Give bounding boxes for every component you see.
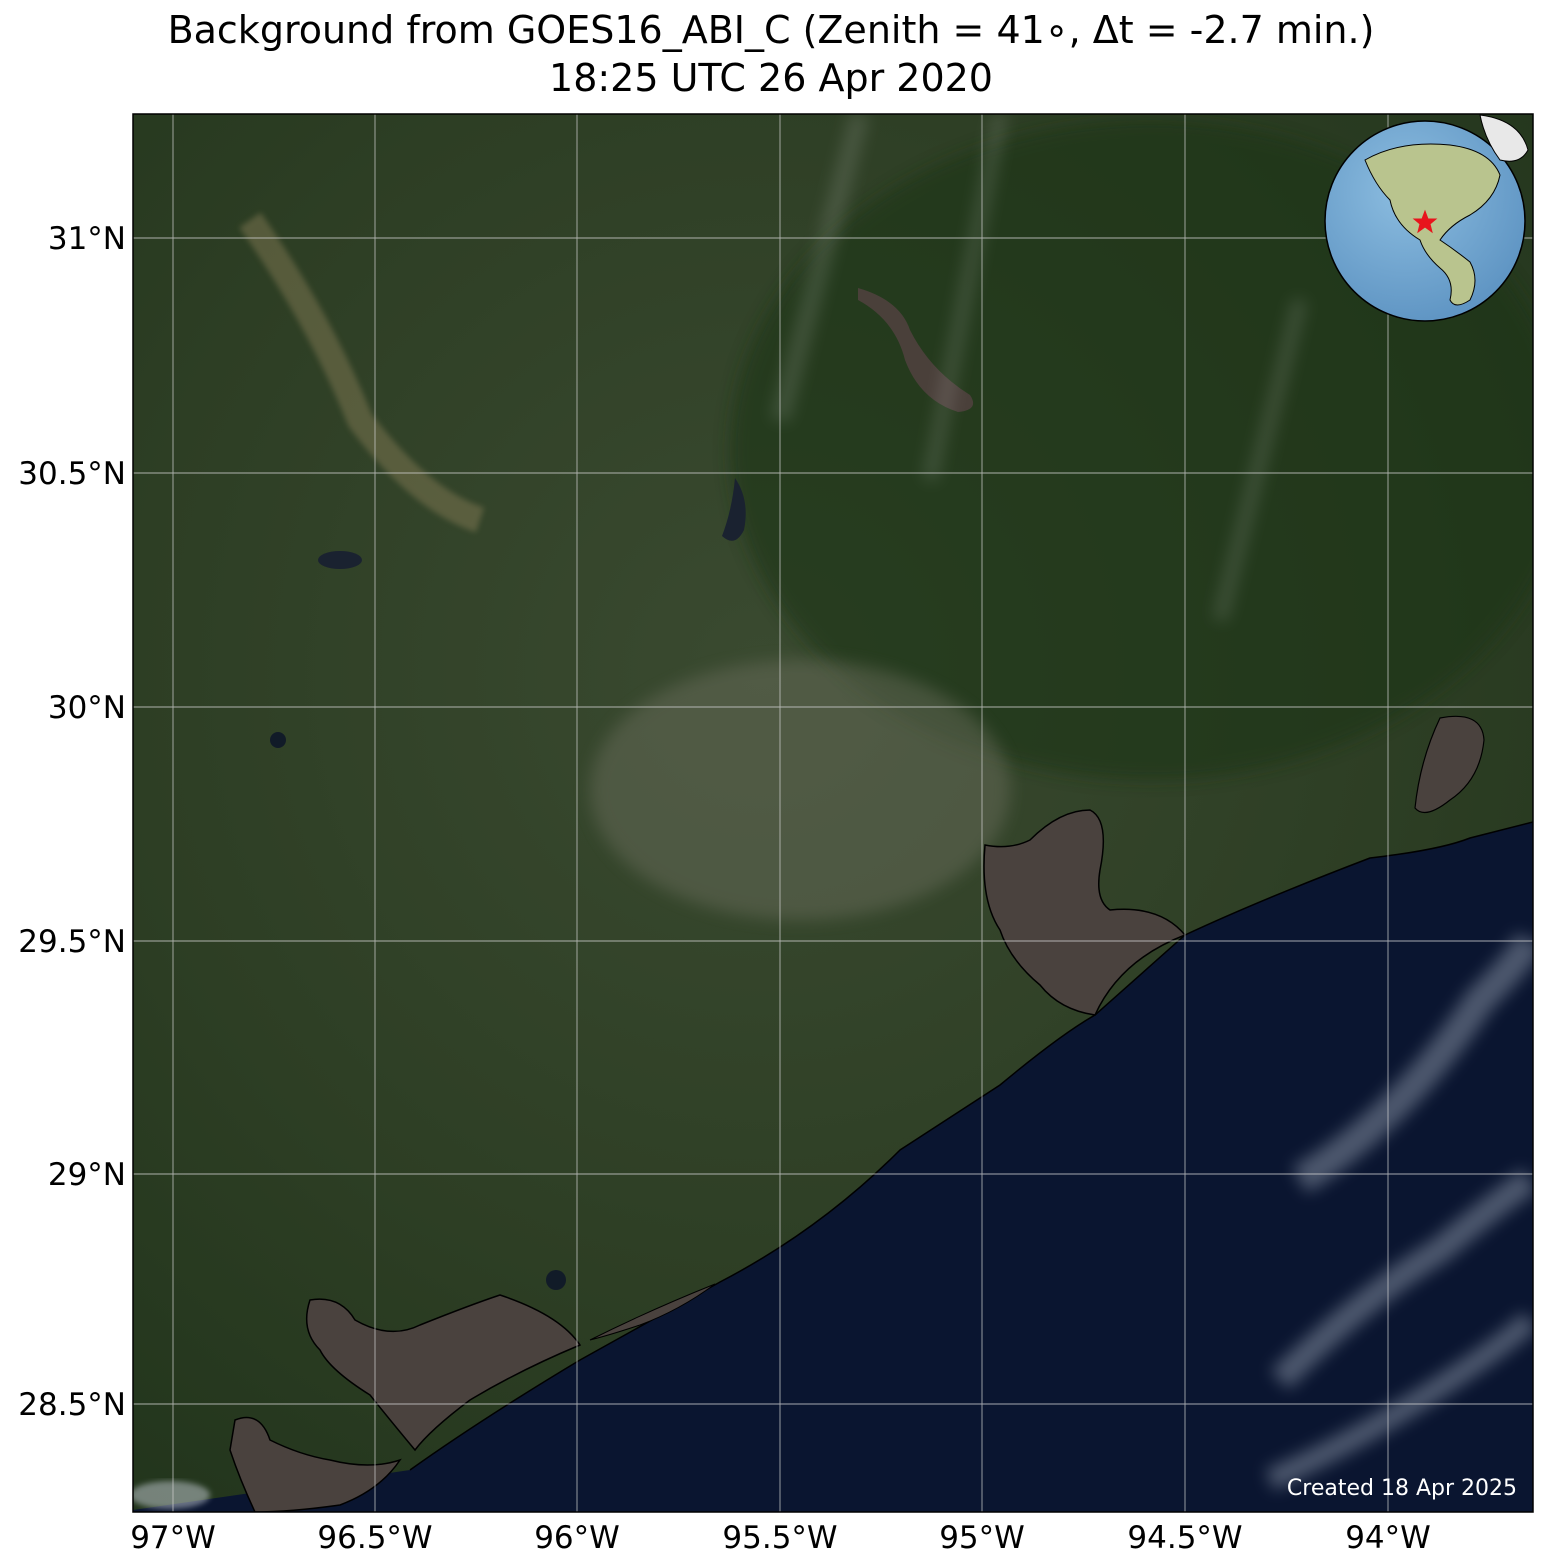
- globe-greenland: [1479, 114, 1529, 162]
- globe-inset: [1324, 114, 1529, 322]
- map-frame: [132, 113, 1534, 1513]
- urban-area: [590, 660, 1010, 920]
- small-lake: [270, 732, 286, 748]
- coastline: [409, 821, 1533, 1471]
- x-tick-labels: 97°W 96.5°W 96°W 95.5°W 95°W 94.5°W 94°W: [130, 1520, 1431, 1556]
- galveston-bay: [983, 809, 1187, 1016]
- sabine-lake: [1414, 715, 1485, 814]
- y-tick-label: 29°N: [48, 1157, 126, 1193]
- x-tick-label: 94°W: [1345, 1520, 1431, 1556]
- gulf-clouds: [1265, 932, 1533, 1491]
- lake-somerville: [318, 551, 362, 569]
- x-tick-label: 95.5°W: [722, 1520, 837, 1556]
- graticule: [133, 114, 1533, 1512]
- y-tick-label: 30°N: [48, 690, 126, 726]
- forest-region: [730, 120, 1533, 780]
- lake-conroe: [722, 478, 746, 541]
- y-tick-label: 31°N: [48, 221, 126, 257]
- y-tick-label: 29.5°N: [18, 924, 126, 960]
- y-tick-labels: 31°N 30.5°N 30°N 29.5°N 29°N 28.5°N: [18, 221, 126, 1423]
- x-tick-label: 97°W: [130, 1520, 216, 1556]
- river-corridor: [239, 212, 485, 533]
- x-tick-label: 95°W: [939, 1520, 1025, 1556]
- small-lake: [546, 1270, 566, 1290]
- sw-clouds: [133, 1481, 210, 1509]
- haze-streaks: [771, 114, 1307, 622]
- gulf-of-mexico: [133, 822, 1533, 1512]
- x-tick-label: 96.5°W: [317, 1520, 432, 1556]
- globe-americas: [1364, 143, 1501, 306]
- created-credit: Created 18 Apr 2025: [1287, 1476, 1517, 1501]
- y-tick-label: 30.5°N: [18, 456, 126, 492]
- map-title-line1: Background from GOES16_ABI_C (Zenith = 4…: [167, 8, 1375, 52]
- x-tick-label: 96°W: [534, 1520, 620, 1556]
- east-matagorda-bay: [589, 1283, 716, 1341]
- map-title-line2: 18:25 UTC 26 Apr 2020: [549, 56, 993, 100]
- x-tick-label: 94.5°W: [1127, 1520, 1242, 1556]
- location-star-icon: [1412, 209, 1438, 234]
- y-tick-label: 28.5°N: [18, 1387, 126, 1423]
- map-area: [133, 114, 1533, 1512]
